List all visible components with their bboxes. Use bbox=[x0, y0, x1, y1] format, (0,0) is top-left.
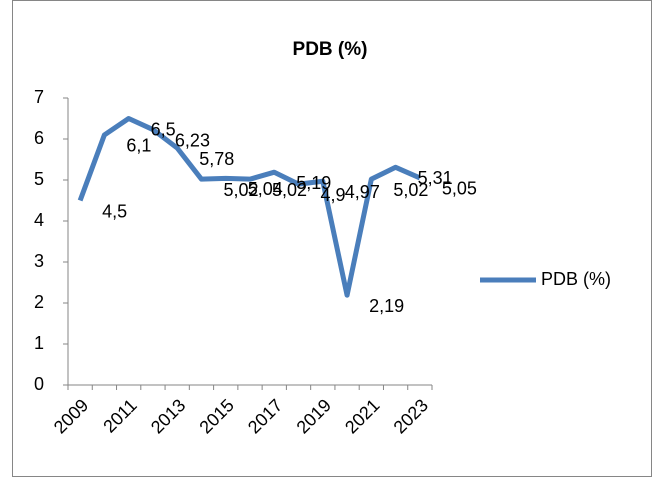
chart-frame bbox=[12, 0, 652, 477]
data-label: 5,02 bbox=[393, 180, 428, 200]
data-label: 5,05 bbox=[442, 179, 477, 199]
data-label: 2,19 bbox=[369, 296, 404, 316]
y-tick-label: 0 bbox=[34, 374, 44, 394]
chart-title: PDB (%) bbox=[293, 39, 368, 60]
data-label: 5,02 bbox=[272, 180, 307, 200]
y-tick-label: 6 bbox=[34, 128, 44, 148]
y-tick-label: 7 bbox=[34, 87, 44, 107]
data-label: 5,31 bbox=[418, 168, 453, 188]
data-line bbox=[77, 116, 421, 298]
data-label: 4,5 bbox=[102, 201, 127, 221]
data-label: 5,78 bbox=[199, 149, 234, 169]
data-label: 5,04 bbox=[248, 179, 283, 199]
data-label: 4,97 bbox=[345, 182, 380, 202]
data-label: 6,1 bbox=[126, 136, 151, 156]
y-tick-label: 4 bbox=[34, 210, 44, 230]
y-tick-label: 2 bbox=[34, 292, 44, 312]
data-label: 4,9 bbox=[321, 185, 346, 205]
legend-label: PDB (%) bbox=[541, 269, 611, 289]
data-label: 5,19 bbox=[296, 173, 331, 193]
y-tick-label: 1 bbox=[34, 333, 44, 353]
y-tick-label: 5 bbox=[34, 169, 44, 189]
data-label: 6,5 bbox=[151, 119, 176, 139]
y-tick-label: 3 bbox=[34, 251, 44, 271]
data-label: 5,02 bbox=[223, 180, 258, 200]
data-label: 6,23 bbox=[175, 130, 210, 150]
